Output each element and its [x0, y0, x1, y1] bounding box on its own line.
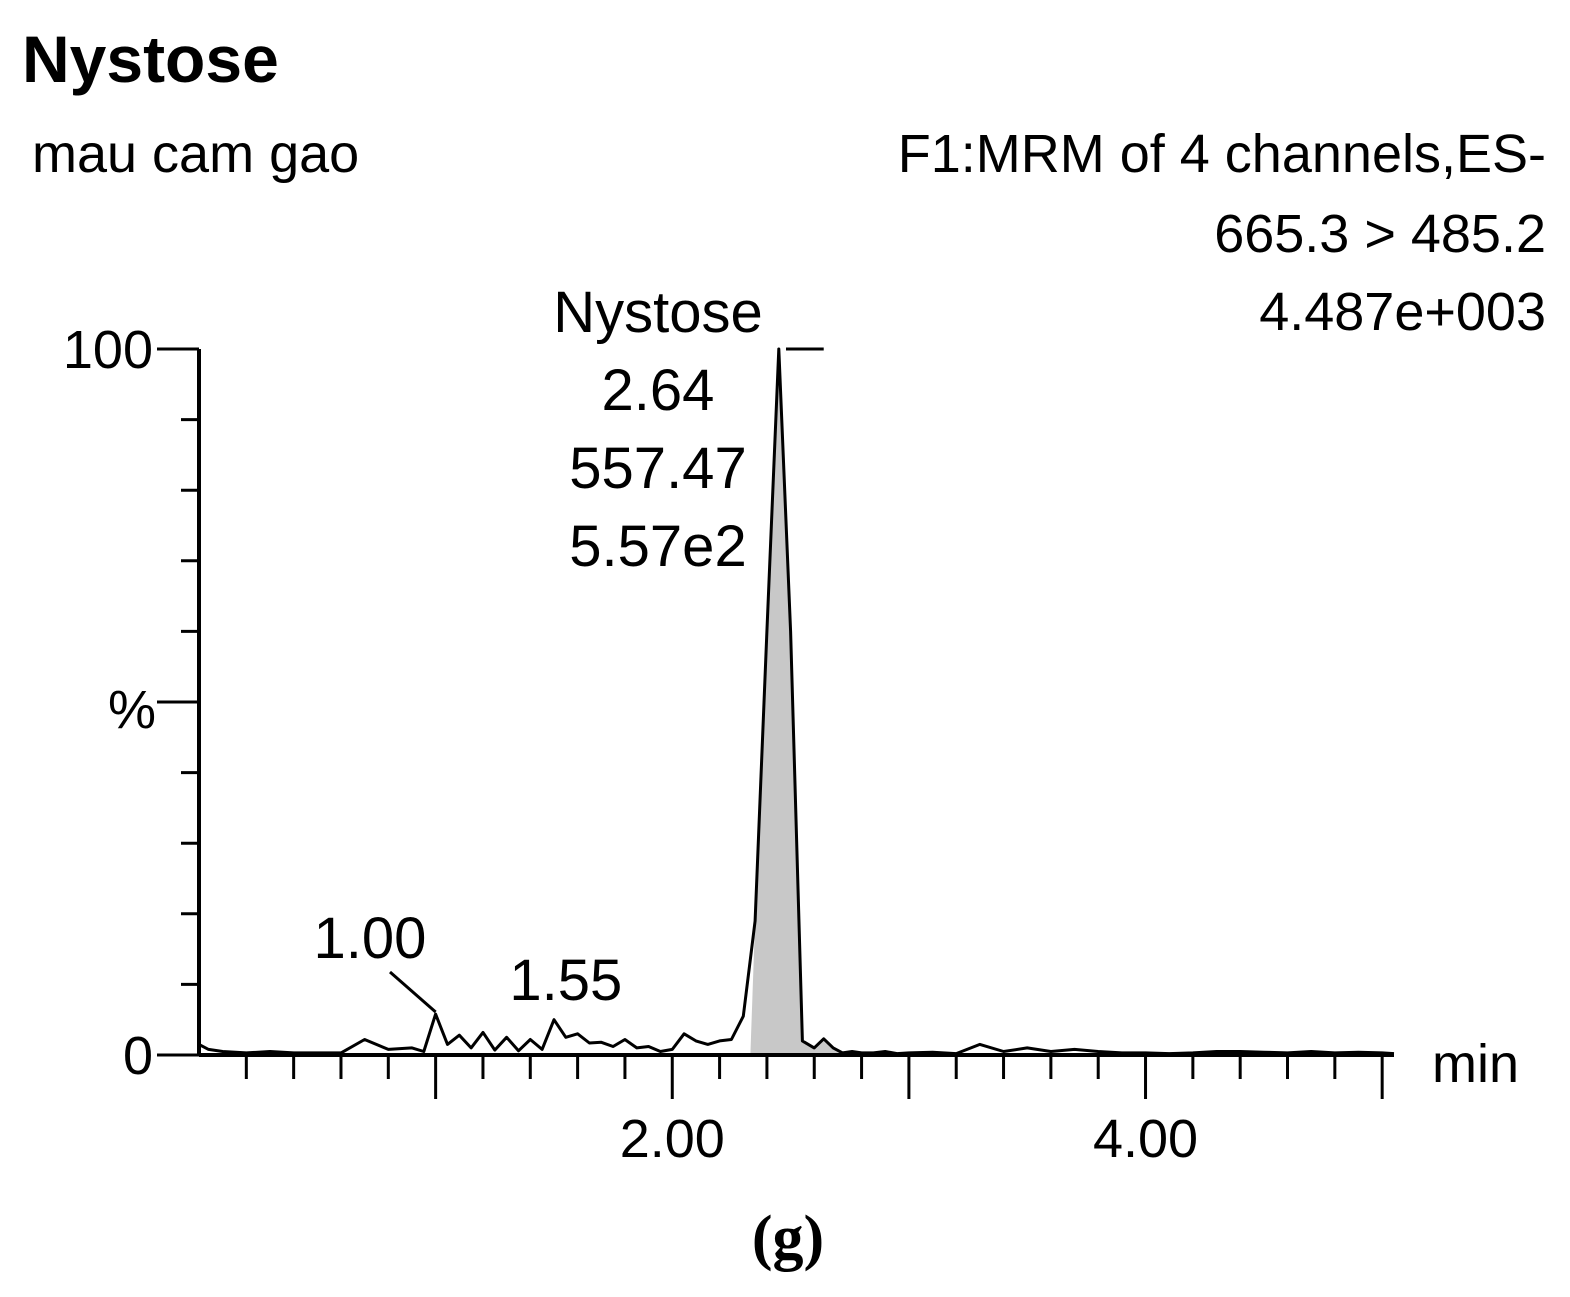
series-line: [198, 347, 1395, 1056]
y-tick-label: 0: [123, 1026, 153, 1086]
annotations-layer: Nystose 2.64 557.47 5.57e2 1.00 1.55: [314, 280, 824, 1014]
sample-name: mau cam gao: [32, 124, 359, 184]
chart-title: Nystose: [22, 22, 279, 96]
peak-label-1-00: 1.00: [314, 906, 427, 971]
axes: 0 100 2.00 4.00: [63, 320, 1394, 1169]
x-tick-label: 4.00: [1093, 1109, 1198, 1169]
peak-label-1-55: 1.55: [509, 948, 622, 1013]
peak-label-line: 2.64: [602, 358, 715, 423]
panel-label: (g): [752, 1204, 824, 1272]
peak-label-line: 5.57e2: [569, 514, 746, 579]
y-tick-label: 100: [63, 320, 153, 380]
function-line: F1:MRM of 4 channels,ES-: [898, 124, 1546, 184]
peak-label-line: Nystose: [553, 280, 763, 345]
peak-area: [750, 349, 843, 1055]
series-layer: [198, 347, 1395, 1056]
y-axis-label: %: [108, 680, 156, 740]
peak-leader-1-00: [389, 970, 437, 1014]
peak-fill-layer: [750, 349, 843, 1055]
transition-label: 665.3 > 485.2: [1214, 204, 1546, 264]
intensity-label: 4.487e+003: [1259, 282, 1546, 342]
x-tick-label: 2.00: [620, 1109, 725, 1169]
peak-label-line: 557.47: [569, 436, 746, 501]
x-axis-label: min: [1432, 1034, 1519, 1094]
